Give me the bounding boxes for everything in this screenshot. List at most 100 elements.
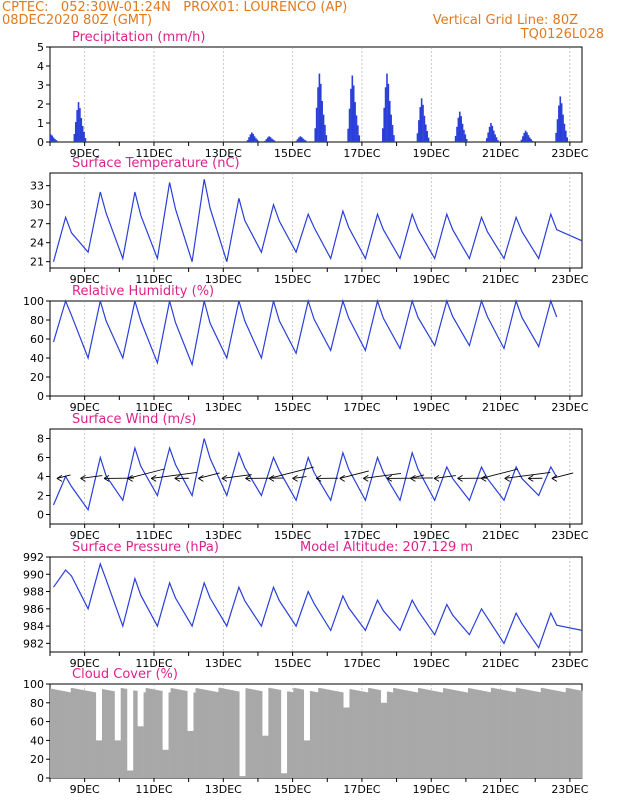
panel-temperature: 21 24 27 30 33 9DEC 11DEC 13DEC 15DEC 17DEC 19DEC 2… (30, 156, 589, 286)
precip-bar (391, 124, 394, 142)
cloud-bar (137, 726, 140, 778)
cloud-bar (320, 688, 323, 778)
cloud-bar (166, 749, 169, 778)
precip-bar (387, 83, 390, 142)
precip-bar (51, 135, 53, 142)
cloud-bar (147, 688, 151, 778)
cloud-bar (289, 691, 292, 778)
wind-arrow (56, 474, 71, 479)
panel-cloud: 0 20 40 60 80 100 9DEC 11DEC 13DEC 15DEC 17DEC 19DE… (23, 667, 589, 796)
x-tick-label: 13DEC (205, 147, 242, 160)
precip-bar (265, 139, 268, 142)
precip-bar (317, 87, 319, 142)
precip-bar (416, 133, 419, 142)
cloud-bar (467, 688, 471, 778)
precip-bar (257, 141, 260, 142)
x-tick-label: 23DEC (551, 783, 588, 796)
x-tick-label: 17DEC (343, 401, 380, 414)
cloud-bar (432, 690, 436, 778)
precip-bar (390, 114, 392, 142)
cloud-bar (299, 689, 302, 778)
x-tick-label: 23DEC (551, 657, 588, 670)
cloud-bar (81, 689, 84, 778)
cloud-bar (176, 689, 180, 778)
cloud-bar (160, 690, 163, 778)
cloud-bar (561, 691, 564, 778)
wind-arrow (481, 468, 519, 479)
cloud-bar (522, 689, 525, 778)
cloud-bar (544, 688, 548, 778)
panel-frame (49, 556, 583, 653)
precip-bar (559, 96, 562, 142)
cloud-bar (449, 689, 452, 778)
cloud-bar (503, 690, 506, 778)
cloud-bar (418, 688, 421, 778)
y-tick-label: 60 (30, 333, 44, 346)
cloud-bar (488, 692, 492, 778)
y-tick-label: 984 (23, 620, 44, 633)
cloud-bar (120, 688, 124, 778)
precip-bar (418, 120, 420, 142)
cloud-bar (546, 689, 550, 778)
cloud-bar (230, 690, 234, 778)
cloud-bar (436, 691, 440, 778)
cloud-bar (422, 688, 425, 778)
cloud-bar (91, 691, 94, 778)
x-tick-label: 13DEC (205, 401, 242, 414)
cloud-bar (278, 689, 282, 778)
cloud-bar (322, 688, 325, 778)
precip-bar (530, 139, 532, 142)
cloud-bar (524, 689, 527, 778)
header-grid-line: Vertical Grid Line: 80Z (432, 13, 578, 28)
cloud-bar (89, 691, 92, 778)
y-tick-label: 0 (37, 136, 44, 149)
precip-bar (76, 110, 78, 142)
precip-bar (348, 108, 351, 142)
precip-bar (56, 141, 59, 142)
y-tick-label: 20 (30, 753, 44, 766)
x-tick-label: 17DEC (343, 529, 380, 542)
precip-bar (296, 139, 299, 142)
cloud-bar (168, 692, 171, 778)
y-tick-label: 2 (37, 490, 44, 503)
x-tick-label: 15DEC (274, 147, 311, 160)
cloud-bar (513, 692, 517, 778)
cloud-bar (74, 688, 78, 778)
panel-title: Precipitation (mm/h) (72, 30, 205, 45)
cloud-bar (307, 740, 311, 778)
x-tick-label: 21DEC (482, 147, 519, 160)
y-tick-label: 33 (30, 180, 44, 193)
precip-bar (565, 130, 567, 142)
precip-bar (357, 125, 359, 142)
cloud-bar (260, 690, 263, 778)
y-tick-label: 60 (30, 716, 44, 729)
y-tick-label: 20 (30, 371, 44, 384)
precip-bar (465, 138, 468, 142)
cloud-bar (145, 688, 149, 778)
precip-bar (84, 138, 87, 142)
precip-bar (275, 141, 277, 142)
precip-bar (522, 136, 524, 142)
cloud-bar (305, 740, 309, 778)
cloud-bar (249, 689, 253, 778)
cloud-bar (172, 688, 176, 778)
cloud-bar (384, 702, 388, 778)
x-tick-label: 15DEC (274, 273, 311, 286)
wind-arrow (410, 474, 425, 479)
precip-bar (384, 87, 387, 142)
cloud-bar (507, 690, 510, 778)
cloud-bar (174, 688, 178, 778)
cloud-bar (284, 773, 288, 778)
cloud-bar (451, 689, 454, 778)
cloud-bar (93, 692, 97, 778)
panel-humidity: 0 20 40 60 80 100 9DEC 11DEC 13DEC 15DEC 17DEC 19DE… (23, 284, 589, 414)
wind-arrow-head (315, 475, 322, 482)
x-tick-label: 11DEC (135, 657, 172, 670)
y-tick-label: 0 (37, 509, 44, 522)
cloud-bar (104, 689, 107, 778)
cloud-bar (106, 689, 109, 778)
y-tick-label: 0 (37, 772, 44, 785)
cloud-bar (291, 692, 294, 778)
wind-arrow-head (363, 475, 369, 482)
